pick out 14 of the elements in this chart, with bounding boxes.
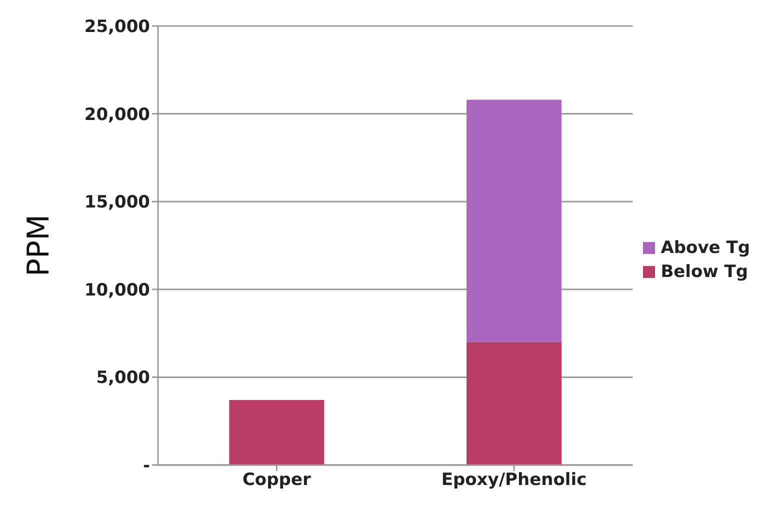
y-tick-label: - [142, 456, 150, 476]
legend-label: Below Tg [660, 262, 748, 282]
y-tick-label: 25,000 [84, 17, 150, 38]
y-tick-label: 15,000 [84, 192, 150, 213]
bar [229, 400, 324, 465]
y-tick-label: 20,000 [84, 104, 150, 125]
y-tick-label: 5,000 [96, 368, 150, 388]
y-tick-label: 10,000 [84, 280, 150, 300]
y-axis-title: PPM [22, 214, 57, 277]
legend-label: Above Tg [660, 238, 750, 258]
bar [466, 342, 562, 465]
bar [466, 100, 562, 342]
x-tick-label: Epoxy/Phenolic [441, 470, 587, 490]
x-tick-label: Copper [242, 470, 312, 490]
